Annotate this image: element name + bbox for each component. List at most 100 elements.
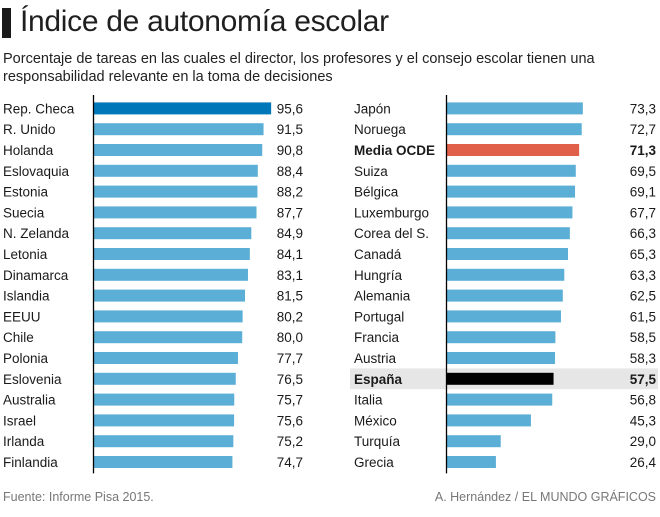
bar-noruega [447,123,582,136]
category-label-chile: Chile [3,330,34,345]
value-label-mexico: 45,3 [630,413,656,428]
bar-corea-del-s [447,227,570,240]
value-label-r-unido: 91,5 [277,122,303,137]
category-label-media-ocde: Media OCDE [354,143,435,158]
category-label-islandia: Islandia [3,289,50,304]
category-label-luxemburgo: Luxemburgo [354,205,429,220]
chart-title: Índice de autonomía escolar [20,5,389,38]
bar-turquia [447,435,501,448]
bar-holanda [94,144,263,156]
category-label-r-unido: R. Unido [3,122,56,137]
bar-chile [94,331,243,344]
value-label-francia: 58,5 [630,330,656,345]
value-label-turquia: 29,0 [630,434,656,449]
category-label-turquia: Turquía [354,434,401,449]
category-label-finlandia: Finlandia [3,455,58,470]
value-label-hungria: 63,3 [630,268,656,283]
category-label-irlanda: Irlanda [3,434,45,449]
bar-francia [447,331,556,344]
category-label-australia: Australia [3,393,56,408]
value-label-portugal: 61,5 [630,309,656,324]
value-label-media-ocde: 71,3 [630,143,657,158]
bar-eslovenia [94,372,236,385]
value-label-polonia: 77,7 [277,351,303,366]
bar-portugal [447,310,561,323]
category-label-israel: Israel [3,413,36,428]
bar-dinamarca [94,268,248,281]
bar-rep-checa [94,102,272,115]
source-note: Fuente: Informe Pisa 2015. [3,490,154,504]
value-label-dinamarca: 83,1 [277,268,303,283]
value-label-suiza: 69,5 [630,164,656,179]
bar-mexico [447,414,531,427]
value-label-n-zelanda: 84,9 [277,226,303,241]
value-label-letonia: 84,1 [277,247,303,262]
category-label-suiza: Suiza [354,164,388,179]
bar-islandia [94,289,246,302]
bar-alemania [447,289,563,302]
bar-eslovaquia [94,164,258,177]
title-accent-bar [2,8,11,38]
credit-note: A. Hernández / EL MUNDO GRÁFICOS [434,490,656,504]
category-label-eslovaquia: Eslovaquia [3,164,70,179]
value-label-eeuu: 80,2 [277,309,303,324]
value-label-canada: 65,3 [630,247,656,262]
value-label-japon: 73,3 [630,101,656,116]
category-label-espana: España [354,372,403,387]
category-label-japon: Japón [354,101,391,116]
category-label-dinamarca: Dinamarca [3,268,69,283]
bar-israel [94,414,235,427]
bar-irlanda [94,435,234,448]
value-label-corea-del-s: 66,3 [630,226,656,241]
category-label-hungria: Hungría [354,268,403,283]
value-label-islandia: 81,5 [277,289,303,304]
bar-espana [447,372,554,385]
value-label-austria: 58,3 [630,351,656,366]
category-label-grecia: Grecia [354,455,394,470]
bar-luxemburgo [447,206,573,219]
category-label-estonia: Estonia [3,185,49,200]
value-label-italia: 56,8 [630,393,656,408]
bar-suiza [447,164,576,177]
bar-letonia [94,248,250,260]
bar-australia [94,393,235,406]
value-label-finlandia: 74,7 [277,455,303,470]
bar-estonia [94,185,258,198]
value-label-suecia: 87,7 [277,205,303,220]
bar-italia [447,393,553,406]
category-label-francia: Francia [354,330,400,345]
category-label-noruega: Noruega [354,122,406,137]
category-label-eeuu: EEUU [3,309,41,324]
bar-hungria [447,268,565,281]
category-label-portugal: Portugal [354,309,404,324]
bar-finlandia [94,456,233,468]
category-label-austria: Austria [354,351,397,366]
chart-subtitle: Porcentaje de tareas en las cuales el di… [3,51,595,85]
value-label-rep-checa: 95,6 [277,101,303,116]
category-label-rep-checa: Rep. Checa [3,101,75,116]
bar-japon [447,102,583,115]
value-label-chile: 80,0 [277,330,303,345]
value-label-holanda: 90,8 [277,143,303,158]
category-label-holanda: Holanda [3,143,54,158]
bar-austria [447,352,556,364]
bar-eeuu [94,310,243,323]
category-label-eslovenia: Eslovenia [3,372,62,387]
category-label-alemania: Alemania [354,289,411,304]
bar-polonia [94,352,238,364]
bar-grecia [447,456,496,468]
bar-suecia [94,206,257,219]
value-label-eslovaquia: 88,4 [277,164,304,179]
category-label-n-zelanda: N. Zelanda [3,226,70,241]
value-label-noruega: 72,7 [630,122,656,137]
value-label-australia: 75,7 [277,393,303,408]
value-label-irlanda: 75,2 [277,434,303,449]
value-label-israel: 75,6 [277,413,303,428]
category-label-canada: Canadá [354,247,402,262]
value-label-alemania: 62,5 [630,289,656,304]
category-label-letonia: Letonia [3,247,48,262]
bar-r-unido [94,123,264,136]
category-label-corea-del-s: Corea del S. [354,226,429,241]
value-label-belgica: 69,1 [630,185,656,200]
